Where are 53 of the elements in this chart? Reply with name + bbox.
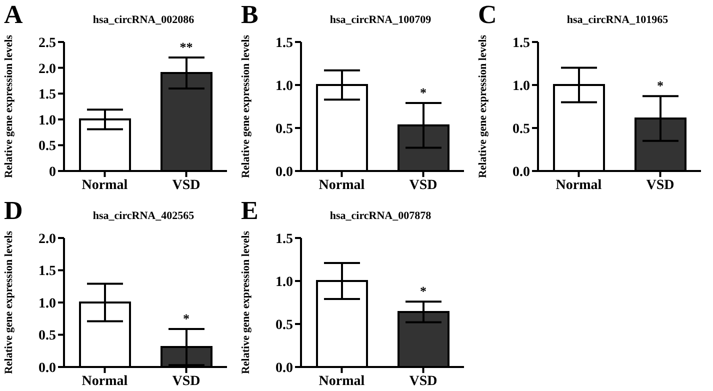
chart-title: hsa_circRNA_100709 (328, 14, 432, 26)
y-tick-label: 1.0 (38, 113, 56, 128)
annotation: * (183, 310, 190, 326)
y-tick-label: 0.5 (276, 122, 293, 137)
y-axis-title: Relative gene expression levels (2, 34, 15, 178)
x-tick-label: Normal (556, 178, 602, 193)
x-tick-label: Normal (318, 373, 365, 388)
y-tick-label: 1.5 (512, 36, 530, 51)
y-tick-label: 1.0 (38, 296, 56, 311)
y-tick-label: 0.5 (38, 328, 56, 344)
y-tick-label: 0.0 (38, 360, 56, 376)
y-tick-label: 0 (49, 164, 56, 180)
chart-title: hsa_circRNA_101965 (566, 14, 670, 26)
x-tick-label: Normal (82, 373, 128, 388)
text: D (4, 196, 23, 226)
text: A (4, 0, 23, 30)
annotation: * (657, 78, 664, 94)
y-axis-title: Relative gene expression levels (476, 34, 489, 178)
y-axis-title: Relative gene expression levels (240, 230, 252, 374)
chart-title: hsa_circRNA_007878 (328, 210, 432, 222)
y-tick-label: 1.5 (276, 231, 293, 246)
x-tick-label: VSD (172, 178, 200, 193)
annotation: ** (180, 39, 193, 54)
x-tick-label: VSD (409, 373, 438, 388)
y-tick-label: 0.5 (38, 139, 56, 154)
y-tick-label: 1.0 (276, 78, 293, 94)
y-tick-label: 0.0 (512, 164, 530, 180)
y-tick-label: 0.5 (276, 317, 293, 332)
chart-title: hsa_circRNA_402565 (92, 210, 196, 222)
x-tick-label: Normal (318, 178, 365, 193)
y-tick-label: 0.0 (276, 360, 293, 376)
y-tick-label: 1.5 (38, 264, 56, 279)
annotation: * (420, 283, 426, 298)
annotation: * (420, 85, 426, 100)
x-tick-label: VSD (409, 178, 438, 193)
y-tick-label: 0.5 (512, 122, 530, 137)
y-axis-title: Relative gene expression levels (240, 34, 252, 178)
y-tick-label: 1.0 (512, 78, 530, 94)
y-tick-label: 2.0 (38, 231, 56, 246)
text: B (241, 0, 258, 30)
text: E (241, 196, 258, 226)
x-tick-label: VSD (646, 178, 674, 193)
y-tick-label: 2.0 (38, 62, 56, 77)
x-tick-label: Normal (82, 178, 128, 193)
y-tick-label: 1.0 (276, 274, 293, 290)
x-tick-label: VSD (172, 373, 200, 388)
y-tick-label: 2.5 (38, 36, 56, 51)
y-tick-label: 0.0 (276, 164, 293, 180)
y-tick-label: 1.5 (276, 36, 293, 51)
y-axis-title: Relative gene expression levels (2, 230, 15, 374)
chart-title: hsa_circRNA_002086 (92, 14, 196, 26)
text: C (478, 0, 497, 30)
y-tick-label: 1.5 (38, 88, 56, 103)
